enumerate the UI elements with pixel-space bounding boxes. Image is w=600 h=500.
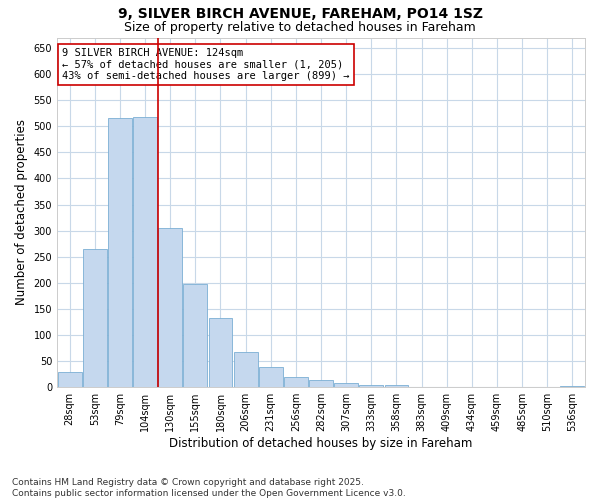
Text: 9 SILVER BIRCH AVENUE: 124sqm
← 57% of detached houses are smaller (1, 205)
43% : 9 SILVER BIRCH AVENUE: 124sqm ← 57% of d… bbox=[62, 48, 350, 81]
Text: 9, SILVER BIRCH AVENUE, FAREHAM, PO14 1SZ: 9, SILVER BIRCH AVENUE, FAREHAM, PO14 1S… bbox=[118, 8, 482, 22]
Bar bbox=[460, 386, 484, 387]
Bar bbox=[209, 318, 232, 387]
Bar bbox=[334, 383, 358, 387]
Bar bbox=[284, 377, 308, 387]
Bar bbox=[385, 385, 409, 387]
Bar bbox=[560, 386, 584, 387]
Bar bbox=[83, 249, 107, 387]
Bar bbox=[410, 386, 434, 387]
Text: Size of property relative to detached houses in Fareham: Size of property relative to detached ho… bbox=[124, 21, 476, 34]
Y-axis label: Number of detached properties: Number of detached properties bbox=[15, 120, 28, 306]
Bar bbox=[158, 228, 182, 387]
Bar bbox=[233, 352, 257, 387]
Bar bbox=[359, 384, 383, 387]
X-axis label: Distribution of detached houses by size in Fareham: Distribution of detached houses by size … bbox=[169, 437, 473, 450]
Bar bbox=[184, 284, 207, 387]
Bar bbox=[309, 380, 333, 387]
Bar bbox=[259, 368, 283, 387]
Bar bbox=[133, 117, 157, 387]
Bar bbox=[58, 372, 82, 387]
Text: Contains HM Land Registry data © Crown copyright and database right 2025.
Contai: Contains HM Land Registry data © Crown c… bbox=[12, 478, 406, 498]
Bar bbox=[108, 118, 132, 387]
